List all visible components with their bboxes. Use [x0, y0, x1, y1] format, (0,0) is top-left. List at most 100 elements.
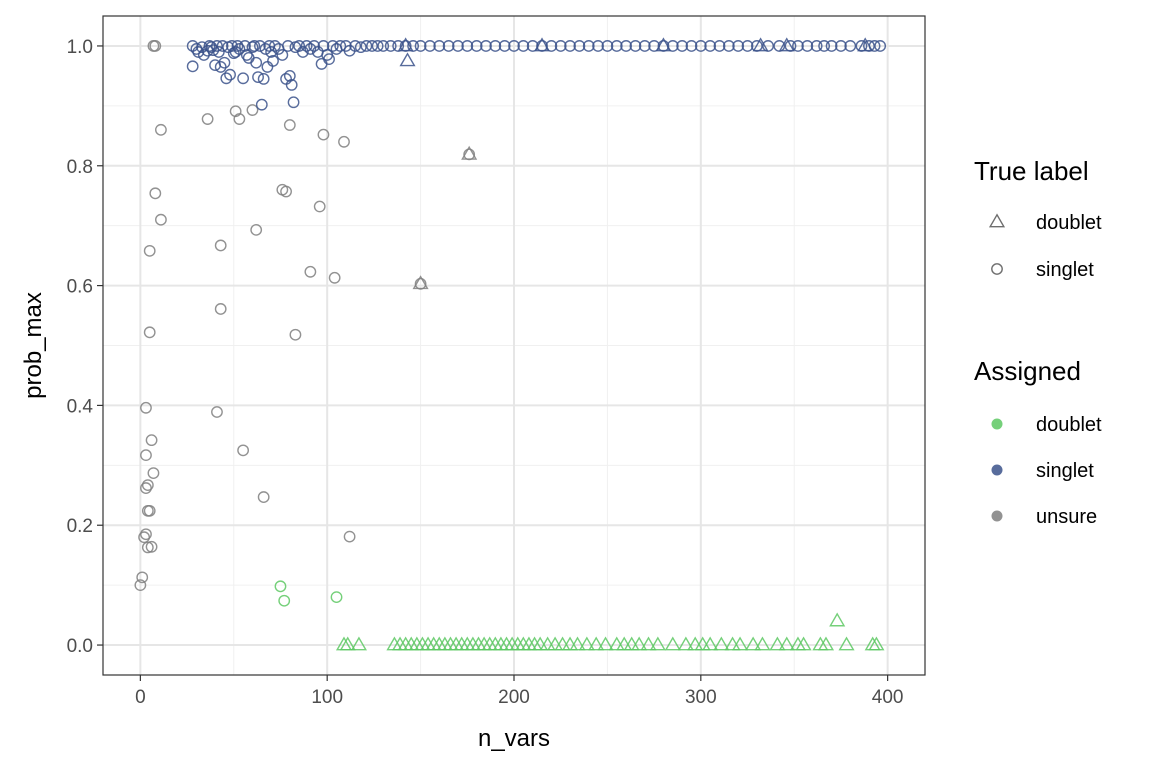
data-point: [480, 40, 492, 52]
grid-major: [103, 16, 925, 675]
data-point: [274, 580, 287, 593]
data-point: [308, 40, 321, 52]
data-point: [246, 104, 259, 116]
data-point: [149, 187, 162, 200]
data-point: [732, 40, 745, 52]
data-point: [810, 40, 823, 52]
data-point: [224, 68, 236, 81]
data-point: [666, 40, 679, 52]
data-point: [835, 40, 847, 52]
data-point: [350, 636, 367, 651]
data-point: [323, 53, 335, 66]
data-point: [141, 479, 154, 491]
data-point: [330, 591, 343, 604]
data-point: [461, 40, 474, 52]
data-point: [136, 571, 149, 584]
data-point: [573, 40, 586, 52]
data-point: [399, 52, 416, 67]
data-point: [211, 40, 223, 52]
data-point: [201, 113, 214, 125]
data-point: [231, 40, 244, 52]
data-point: [304, 43, 317, 55]
data-point: [141, 541, 154, 554]
data-point: [278, 594, 291, 607]
data-point: [874, 40, 887, 52]
data-point: [203, 40, 216, 52]
data-point: [762, 40, 774, 52]
data-point: [246, 41, 259, 54]
data-point: [149, 40, 162, 52]
data-point: [250, 56, 263, 69]
data-point: [857, 37, 874, 52]
data-point: [255, 98, 268, 111]
data-point: [276, 49, 289, 61]
data-point: [289, 328, 302, 341]
data-point: [287, 96, 300, 109]
series-doublet-unsure: [412, 145, 478, 290]
data-point: [817, 636, 835, 651]
data-point: [620, 40, 632, 52]
data-point: [722, 40, 735, 52]
x-tick-label: 0: [135, 687, 146, 708]
data-point: [792, 40, 804, 52]
data-point: [778, 37, 795, 52]
data-point: [461, 145, 478, 160]
y-tick-label: 0.8: [67, 157, 93, 178]
data-point: [801, 40, 814, 52]
data-point: [143, 504, 156, 517]
data-point: [601, 40, 614, 52]
data-point: [750, 40, 763, 52]
legend-label-doublet: doublet: [1036, 212, 1102, 234]
data-point: [868, 40, 881, 52]
data-point: [233, 43, 246, 55]
data-point: [267, 55, 279, 67]
data-point: [252, 71, 264, 84]
data-point: [220, 72, 233, 85]
data-point: [582, 40, 595, 52]
data-point: [190, 43, 203, 55]
data-point: [211, 406, 223, 418]
series-singlet-singlet: [186, 40, 887, 111]
series-doublet-doublet: [335, 612, 885, 651]
data-point: [214, 61, 227, 73]
data-point: [296, 46, 309, 58]
data-point: [214, 239, 227, 252]
data-point: [147, 467, 160, 480]
data-point: [257, 491, 270, 503]
data-point: [424, 40, 436, 52]
legend-key-circle: [991, 263, 1003, 275]
data-point: [134, 579, 147, 592]
data-point: [248, 40, 261, 52]
data-point: [489, 40, 502, 52]
y-axis: 0.0 0.2 0.4 0.6 0.8 1.0: [67, 37, 103, 657]
data-point: [250, 223, 263, 236]
data-point: [384, 40, 397, 52]
data-point: [825, 40, 838, 52]
data-points: [134, 37, 887, 651]
legend: True label doublet singlet Assigned doubl…: [974, 156, 1102, 528]
data-point: [293, 40, 306, 52]
data-point: [216, 40, 229, 52]
data-point: [140, 482, 152, 494]
legend-label-doublet: doublet: [1036, 414, 1102, 436]
data-point: [588, 636, 605, 651]
data-point: [328, 271, 341, 284]
x-tick-label: 200: [498, 687, 530, 708]
data-point: [629, 40, 642, 52]
data-point: [140, 528, 152, 541]
data-point: [676, 40, 689, 52]
data-point: [254, 40, 266, 52]
data-point: [694, 40, 707, 52]
data-point: [280, 185, 292, 198]
data-point: [212, 46, 225, 58]
data-point: [407, 40, 420, 52]
legend-key-triangle: [988, 213, 1006, 228]
legend-shape-entries: doublet singlet: [988, 212, 1102, 281]
data-point: [597, 636, 614, 651]
x-tick-label: 300: [685, 687, 717, 708]
x-tick-label: 400: [872, 687, 904, 708]
data-point: [578, 636, 595, 651]
data-point: [784, 40, 797, 52]
data-point: [349, 40, 362, 52]
